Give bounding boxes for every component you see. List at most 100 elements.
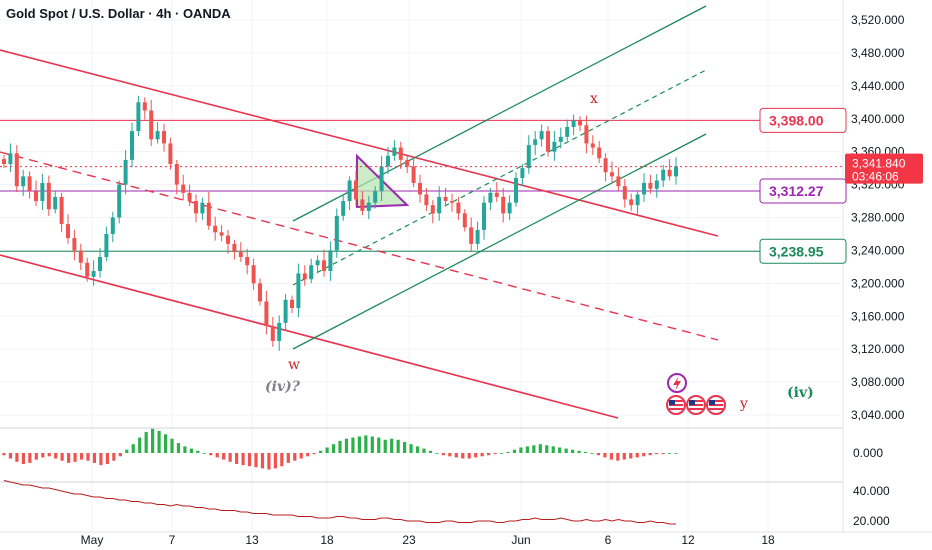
candle-body[interactable]	[27, 176, 32, 192]
candle-body[interactable]	[360, 199, 365, 211]
level-tag[interactable]: 3,398.00	[759, 107, 847, 133]
candle-body[interactable]	[610, 172, 614, 177]
candle-body[interactable]	[117, 184, 122, 218]
candle-body[interactable]	[571, 120, 576, 127]
level-tag[interactable]: 3,238.95	[759, 238, 847, 264]
candle-body[interactable]	[283, 299, 288, 323]
candle-body[interactable]	[155, 131, 160, 140]
candle-body[interactable]	[219, 232, 224, 236]
candle-body[interactable]	[494, 192, 499, 197]
candle-body[interactable]	[91, 270, 96, 277]
candle-body[interactable]	[405, 159, 410, 167]
candle-body[interactable]	[443, 196, 448, 202]
candle-body[interactable]	[642, 182, 646, 195]
candle-body[interactable]	[270, 326, 275, 341]
candle-body[interactable]	[181, 184, 186, 193]
candle-body[interactable]	[482, 202, 486, 230]
event-icons[interactable]	[666, 373, 726, 415]
candle-body[interactable]	[226, 235, 230, 244]
candle-body[interactable]	[667, 169, 672, 177]
candle-body[interactable]	[654, 180, 659, 189]
level-tags[interactable]: 3,398.00 3,312.27 3,238.95	[759, 107, 847, 264]
candle-body[interactable]	[123, 159, 128, 185]
candle-body[interactable]	[456, 202, 461, 214]
candle-body[interactable]	[386, 155, 390, 167]
candle-body[interactable]	[258, 283, 262, 302]
candle-body[interactable]	[398, 147, 403, 160]
us-flag-icon[interactable]	[666, 395, 686, 415]
candle-body[interactable]	[629, 199, 634, 206]
candle-body[interactable]	[552, 141, 557, 152]
candle-body[interactable]	[565, 126, 570, 137]
candle-body[interactable]	[373, 191, 378, 203]
candle-body[interactable]	[2, 159, 6, 165]
candle-body[interactable]	[661, 169, 666, 181]
candle-body[interactable]	[232, 243, 237, 253]
candle-body[interactable]	[616, 176, 621, 187]
candle-body[interactable]	[424, 194, 429, 206]
candle-body[interactable]	[245, 257, 250, 266]
candle-body[interactable]	[366, 202, 371, 211]
candle-body[interactable]	[85, 262, 90, 277]
candle-body[interactable]	[514, 178, 518, 203]
candle-body[interactable]	[277, 322, 282, 341]
candle-body[interactable]	[72, 238, 77, 251]
candle-body[interactable]	[379, 166, 384, 192]
candle-body[interactable]	[590, 143, 595, 148]
candle-body[interactable]	[34, 191, 38, 202]
us-flag-icon[interactable]	[686, 395, 706, 415]
time-axis[interactable]: May 7 13 18 23 Jun 6 12 18	[81, 533, 775, 547]
candle-body[interactable]	[130, 131, 134, 160]
candle-body[interactable]	[488, 192, 493, 203]
lightning-icon[interactable]	[667, 373, 687, 393]
candle-body[interactable]	[264, 301, 269, 327]
candle-body[interactable]	[142, 102, 147, 111]
price-axis[interactable]: 3,520.0003,480.0003,440.0003,400.0003,36…	[851, 13, 905, 422]
candle-body[interactable]	[469, 227, 474, 244]
candle-body[interactable]	[635, 194, 640, 206]
candle-body[interactable]	[418, 182, 422, 195]
candle-body[interactable]	[392, 147, 397, 156]
candle-body[interactable]	[40, 182, 45, 202]
candle-body[interactable]	[309, 265, 314, 280]
candle-body[interactable]	[296, 273, 301, 309]
channel-lower-line[interactable]	[0, 254, 619, 419]
candle-body[interactable]	[584, 125, 589, 144]
channel-upper-line[interactable]	[0, 49, 719, 237]
candle-body[interactable]	[622, 186, 627, 200]
candle-body[interactable]	[162, 131, 166, 144]
candle-body[interactable]	[194, 201, 198, 214]
candle-body[interactable]	[526, 145, 531, 169]
candle-body[interactable]	[136, 102, 141, 132]
candle-body[interactable]	[411, 166, 416, 183]
candle-body[interactable]	[53, 196, 58, 210]
candle-body[interactable]	[21, 176, 26, 187]
candle-body[interactable]	[251, 265, 256, 284]
candle-body[interactable]	[290, 299, 294, 309]
candle-body[interactable]	[475, 229, 480, 244]
candle-body[interactable]	[168, 143, 173, 165]
candle-body[interactable]	[98, 257, 102, 271]
candlestick-series[interactable]	[2, 95, 678, 351]
candle-body[interactable]	[315, 260, 320, 266]
candle-body[interactable]	[302, 273, 307, 280]
candle-body[interactable]	[104, 233, 109, 257]
candle-body[interactable]	[507, 202, 512, 214]
green-channel-lower-line[interactable]	[292, 133, 707, 350]
candle-body[interactable]	[597, 147, 602, 159]
candle-body[interactable]	[546, 131, 550, 152]
candle-body[interactable]	[501, 196, 506, 214]
candle-body[interactable]	[603, 158, 608, 173]
candle-body[interactable]	[328, 250, 333, 271]
candle-body[interactable]	[674, 166, 678, 177]
candle-body[interactable]	[558, 136, 563, 142]
us-flag-icon[interactable]	[706, 395, 726, 415]
candle-body[interactable]	[533, 139, 538, 146]
candle-body[interactable]	[174, 164, 179, 185]
candle-body[interactable]	[200, 202, 205, 214]
candle-body[interactable]	[347, 180, 352, 202]
candle-body[interactable]	[539, 131, 544, 140]
candle-body[interactable]	[78, 250, 83, 263]
candle-body[interactable]	[437, 196, 442, 214]
